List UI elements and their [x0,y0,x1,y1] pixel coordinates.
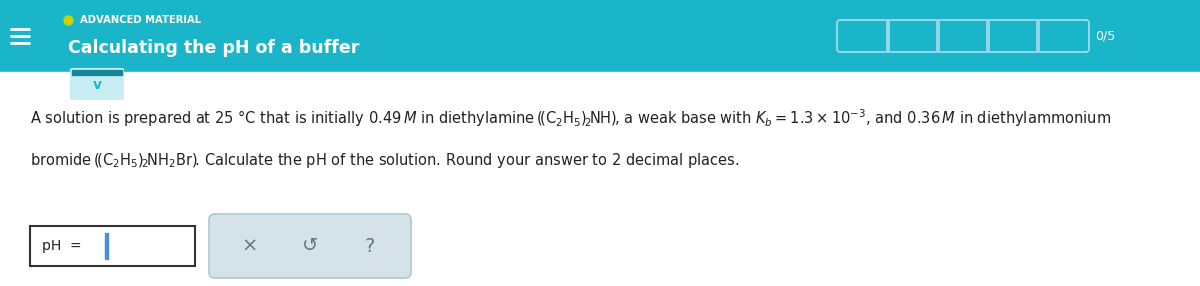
FancyBboxPatch shape [209,214,410,278]
Bar [0,72,1200,286]
Bar [0,0,1200,72]
Bar [106,233,108,259]
Text: pH  =: pH = [42,239,82,253]
Bar [72,70,122,75]
Text: Calculating the pH of a buffer: Calculating the pH of a buffer [68,39,359,57]
Text: v: v [92,78,102,92]
Text: A solution is prepared at 25 °C that is initially 0.49$\,M$ in diethylamine $\!\: A solution is prepared at 25 °C that is … [30,107,1111,129]
Text: ↺: ↺ [302,237,318,255]
Text: ?: ? [365,237,376,255]
FancyBboxPatch shape [70,68,124,100]
Text: 0/5: 0/5 [1096,29,1115,43]
Text: bromide $\!\left(\!\left(\mathrm{C_2H_5}\right)_{\!2}\!\mathrm{NH_2Br}\right)\!$: bromide $\!\left(\!\left(\mathrm{C_2H_5}… [30,150,739,170]
Text: ×: × [242,237,258,255]
Text: ADVANCED MATERIAL: ADVANCED MATERIAL [80,15,202,25]
Bar [30,226,194,266]
